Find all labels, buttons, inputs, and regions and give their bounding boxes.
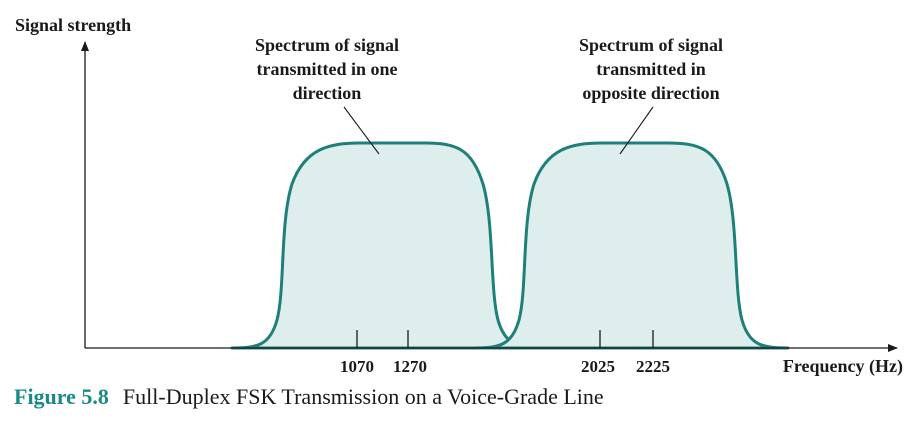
- annotation-one-direction-line-2: transmitted in one: [257, 59, 398, 79]
- spectrum-curve-one-direction: [230, 141, 546, 350]
- figure-caption: Figure 5.8 Full-Duplex FSK Transmission o…: [14, 384, 604, 410]
- leader-line-one-direction: [343, 106, 380, 155]
- annotation-opposite-direction-line-1: Spectrum of signal: [579, 35, 723, 55]
- y-axis-label: Signal strength: [15, 15, 131, 35]
- annotation-one-direction-line-1: Spectrum of signal: [255, 35, 399, 55]
- x-axis-label: Frequency (Hz): [783, 356, 903, 377]
- caption-text: Full-Duplex FSK Transmission on a Voice-…: [122, 384, 604, 409]
- annotation-opposite-direction-line-3: opposite direction: [582, 83, 719, 103]
- spectrum-curve-opposite-direction: [472, 141, 790, 350]
- annotation-opposite-direction-line-2: transmitted in: [596, 59, 706, 79]
- fsk-spectrum-diagram: Signal strength Frequency (Hz) 1070 1270…: [15, 15, 903, 377]
- tick-label-2025: 2025: [581, 357, 615, 376]
- leader-line-opposite-direction: [619, 106, 654, 155]
- figure-number: Figure 5.8: [14, 384, 109, 409]
- tick-label-1270: 1270: [393, 357, 427, 376]
- tick-label-2225: 2225: [636, 357, 670, 376]
- annotation-one-direction-line-3: direction: [293, 83, 362, 103]
- tick-label-1070: 1070: [340, 357, 374, 376]
